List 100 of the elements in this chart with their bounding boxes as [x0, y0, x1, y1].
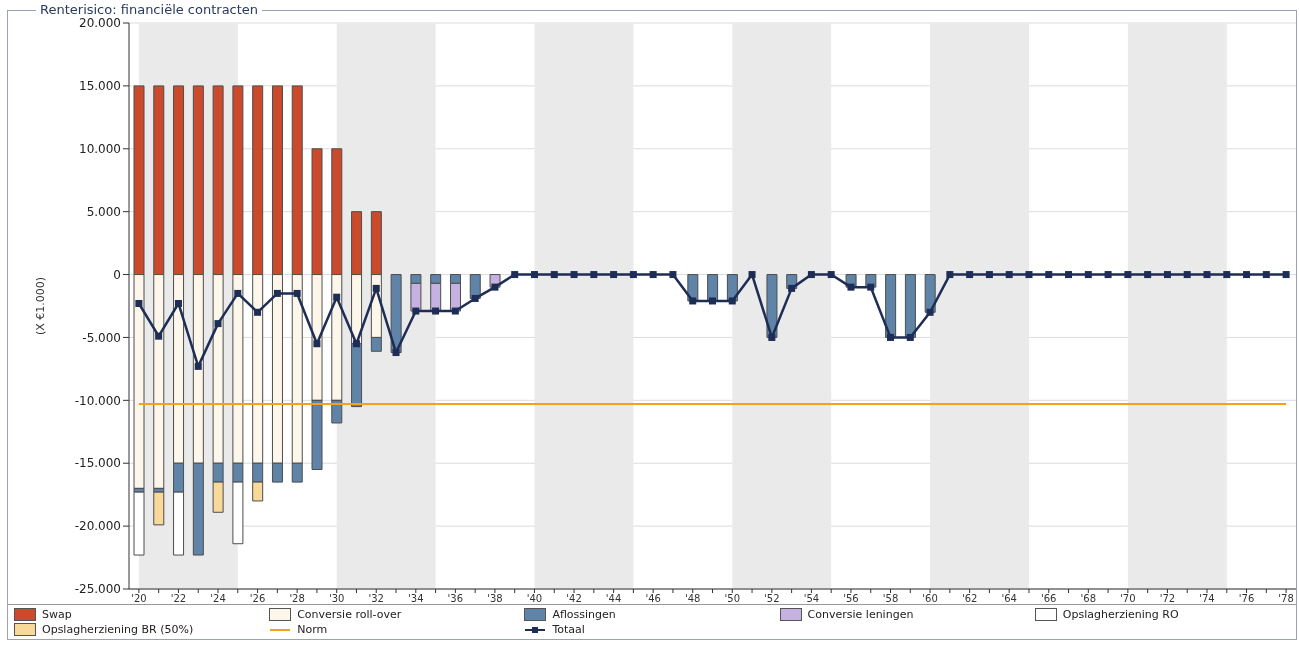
- x-tick-label: '46: [645, 593, 661, 605]
- legend-label: Conversie leningen: [806, 608, 915, 621]
- point: [511, 271, 519, 279]
- legend-label: Aflossingen: [551, 608, 617, 621]
- point: [194, 362, 202, 370]
- point: [273, 289, 281, 297]
- y-tick-label: 20.000: [79, 16, 121, 31]
- point: [847, 283, 855, 291]
- point: [590, 271, 598, 279]
- point: [1163, 271, 1171, 279]
- x-tick-label: '52: [764, 593, 780, 605]
- point: [887, 333, 895, 341]
- y-tick-label: -20.000: [74, 519, 121, 534]
- x-tick-label: '22: [170, 593, 187, 605]
- point: [966, 271, 974, 279]
- x-tick-label: '38: [487, 593, 503, 605]
- legend-label: Conversie roll-over: [296, 608, 403, 621]
- point: [293, 289, 301, 297]
- y-tick-label: -10.000: [74, 393, 121, 408]
- x-tick-label: '72: [1159, 593, 1176, 605]
- x-tick-label: '40: [526, 593, 543, 605]
- legend-label: Opslagherziening BR (50%): [41, 623, 195, 636]
- x-tick-label: '24: [210, 593, 226, 605]
- x-tick-label: '42: [566, 593, 582, 605]
- y-tick-label: -25.000: [74, 582, 121, 597]
- point: [985, 271, 993, 279]
- point: [768, 333, 776, 341]
- point: [1065, 271, 1073, 279]
- point: [946, 271, 954, 279]
- point: [570, 271, 578, 279]
- point: [1203, 271, 1211, 279]
- x-tick-label: '30: [328, 593, 345, 605]
- point: [471, 294, 479, 302]
- point: [432, 307, 440, 315]
- x-tick-label: '54: [803, 593, 820, 605]
- point: [372, 284, 380, 292]
- bar: [885, 274, 897, 338]
- x-tick-label: '28: [289, 593, 305, 605]
- point: [1144, 271, 1152, 279]
- bar: [133, 491, 145, 556]
- point: [550, 271, 558, 279]
- x-tick-label: '44: [605, 593, 622, 605]
- x-tick-label: '60: [922, 593, 938, 605]
- point: [906, 333, 914, 341]
- point: [827, 271, 835, 279]
- y-tick-label: 10.000: [79, 142, 121, 157]
- bar: [904, 274, 916, 338]
- point: [392, 349, 400, 357]
- x-tick-label: '70: [1120, 593, 1136, 605]
- point: [788, 284, 796, 292]
- point: [155, 332, 163, 340]
- point: [728, 297, 736, 305]
- x-tick-label: '48: [684, 593, 701, 605]
- point: [333, 293, 341, 301]
- y-tick-label: 5.000: [86, 204, 121, 219]
- x-tick-label: '36: [447, 593, 464, 605]
- legend-label: Totaal: [551, 623, 586, 636]
- point: [352, 340, 360, 348]
- y-axis-title: (X €1.000): [33, 276, 47, 336]
- legend-label: Norm: [296, 623, 329, 636]
- point: [649, 271, 657, 279]
- point: [1243, 271, 1251, 279]
- point: [926, 308, 934, 316]
- point: [1025, 271, 1033, 279]
- point: [629, 271, 637, 279]
- point: [689, 297, 697, 305]
- y-tick-label: -15.000: [74, 456, 121, 471]
- x-tick-label: '32: [368, 593, 384, 605]
- point: [867, 283, 875, 291]
- x-tick-label: '74: [1199, 593, 1215, 605]
- legend-label: Opslagherziening RO: [1061, 608, 1180, 621]
- y-tick-label: 15.000: [79, 79, 121, 94]
- point: [807, 271, 815, 279]
- x-tick-label: '66: [1041, 593, 1057, 605]
- x-tick-label: '78: [1278, 593, 1294, 605]
- point: [1084, 271, 1092, 279]
- x-tick-label: '50: [724, 593, 741, 605]
- bar: [153, 491, 165, 526]
- x-tick-label: '68: [1080, 593, 1097, 605]
- point: [451, 307, 459, 315]
- point: [174, 299, 182, 307]
- y-tick-label: 0: [113, 267, 121, 282]
- x-tick-label: '56: [843, 593, 859, 605]
- chart-title: Renterisico: financiële contracten: [36, 2, 263, 17]
- x-tick-label: '26: [249, 593, 266, 605]
- bar: [390, 274, 402, 354]
- legend-label: Swap: [41, 608, 73, 621]
- point: [1223, 271, 1231, 279]
- x-tick-label: '76: [1238, 593, 1255, 605]
- point: [1282, 271, 1290, 279]
- x-tick-label: '62: [961, 593, 978, 605]
- point: [234, 289, 242, 297]
- point: [669, 271, 677, 279]
- point: [610, 271, 618, 279]
- point: [135, 299, 143, 307]
- point: [748, 271, 756, 279]
- point: [530, 271, 538, 279]
- point: [709, 297, 716, 305]
- y-tick-label: -5.000: [82, 330, 121, 345]
- x-tick-label: '20: [131, 593, 147, 605]
